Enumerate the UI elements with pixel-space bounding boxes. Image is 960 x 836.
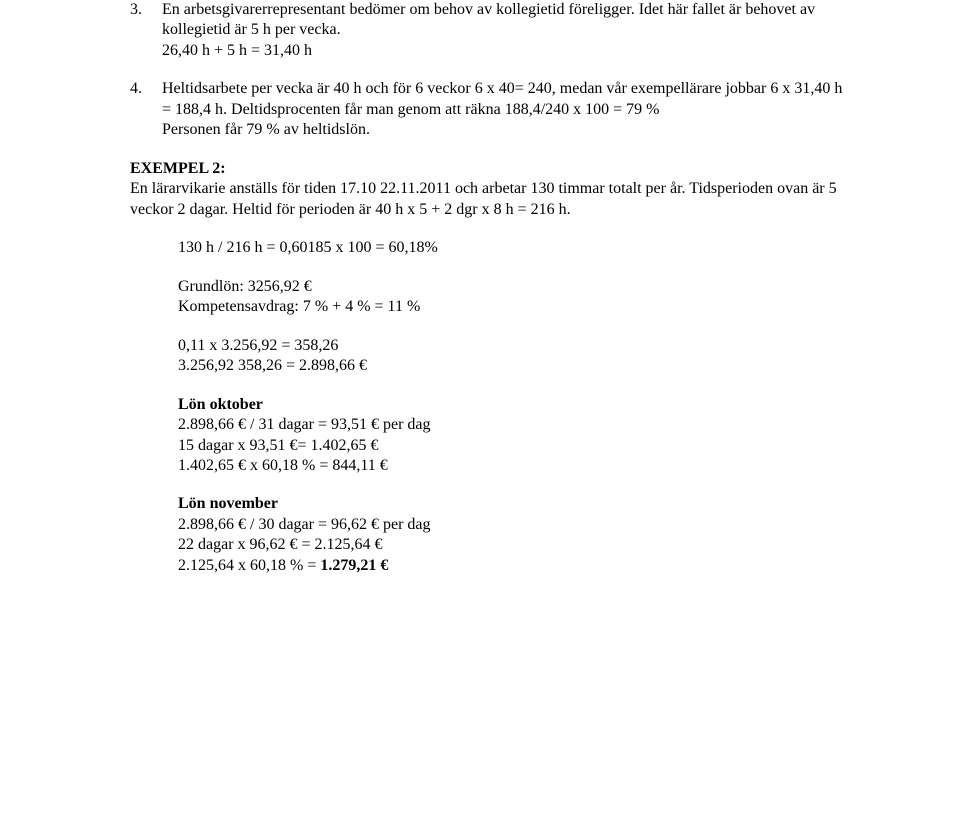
lon-november-line3-bold: 1.279,21 € xyxy=(320,557,388,574)
list-body-3: En arbetsgivarerrepresentant bedömer om … xyxy=(162,0,850,61)
exempel2-calc1: 130 h / 216 h = 0,60185 x 100 = 60,18% xyxy=(178,238,850,258)
list-number-3: 3. xyxy=(130,0,162,61)
exempel2-intro: En lärarvikarie anställs för tiden 17.10… xyxy=(130,179,850,220)
lon-oktober-line3: 1.402,65 € x 60,18 % = 844,11 € xyxy=(178,456,850,476)
lon-november-line2: 22 dagar x 96,62 € = 2.125,64 € xyxy=(178,535,850,555)
lon-november-heading: Lön november xyxy=(178,494,850,514)
list-number-4: 4. xyxy=(130,79,162,140)
lon-november-line1: 2.898,66 € / 30 dagar = 96,62 € per dag xyxy=(178,515,850,535)
list-body-4: Heltidsarbete per vecka är 40 h och för … xyxy=(162,79,850,140)
lon-oktober-line2: 15 dagar x 93,51 €= 1.402,65 € xyxy=(178,436,850,456)
list-item-4: 4. Heltidsarbete per vecka är 40 h och f… xyxy=(130,79,850,140)
exempel2-calc2a: 0,11 x 3.256,92 = 358,26 xyxy=(178,336,850,356)
lon-november-line3-pre: 2.125,64 x 60,18 % = xyxy=(178,557,320,574)
item3-text: En arbetsgivarerrepresentant bedömer om … xyxy=(162,0,850,41)
item4-conclusion: Personen får 79 % av heltidslön. xyxy=(162,120,850,140)
list-item-3: 3. En arbetsgivarerrepresentant bedömer … xyxy=(130,0,850,61)
lon-oktober-heading: Lön oktober xyxy=(178,395,850,415)
exempel2-heading: EXEMPEL 2: xyxy=(130,159,850,179)
lon-oktober-line1: 2.898,66 € / 31 dagar = 93,51 € per dag xyxy=(178,415,850,435)
document-page: 3. En arbetsgivarerrepresentant bedömer … xyxy=(0,0,960,576)
exempel2-calc2b: 3.256,92 358,26 = 2.898,66 € xyxy=(178,356,850,376)
exempel2-grundlon: Grundlön: 3256,92 € xyxy=(178,277,850,297)
exempel2-kompetensavdrag: Kompetensavdrag: 7 % + 4 % = 11 % xyxy=(178,297,850,317)
item3-calc: 26,40 h + 5 h = 31,40 h xyxy=(162,41,850,61)
lon-november-line3: 2.125,64 x 60,18 % = 1.279,21 € xyxy=(178,556,850,576)
item4-text: Heltidsarbete per vecka är 40 h och för … xyxy=(162,79,850,120)
